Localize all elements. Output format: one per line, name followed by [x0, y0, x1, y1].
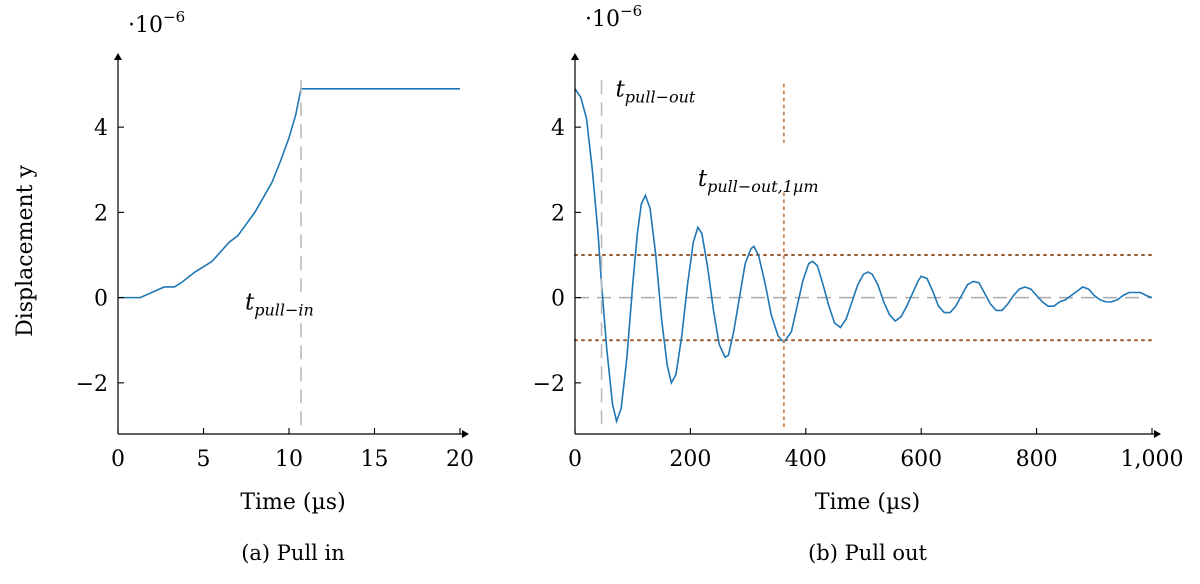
x-tick-label: 20	[446, 447, 474, 472]
pull-in-x-axis-title: Time (µs)	[240, 490, 345, 515]
pull-in-y-scale-label: ·10−6	[128, 8, 185, 38]
y-tick-label: 4	[551, 116, 565, 141]
pull-out-y-scale-label: ·10−6	[585, 2, 642, 32]
pull-in-displacement-line	[118, 87, 460, 299]
y-tick-label: 4	[94, 116, 108, 141]
x-tick-label: 0	[111, 447, 125, 472]
x-tick-label: 15	[361, 447, 389, 472]
y-tick-label: 0	[551, 287, 565, 312]
x-tick-label: 200	[669, 447, 711, 472]
panel-pull-in: 0 5 10 15 20 −2 0 2 4 tpull−in ·10−6 Displacemen…	[13, 8, 474, 565]
x-tick-label: 10	[275, 447, 303, 472]
y-tick-label: 2	[551, 201, 565, 226]
y-tick-label: −2	[533, 372, 565, 397]
x-tick-label: 5	[197, 447, 211, 472]
x-tick-label: 0	[568, 447, 582, 472]
y-tick-label: 0	[94, 287, 108, 312]
y-tick-label: 2	[94, 201, 108, 226]
x-tick-label: 600	[900, 447, 942, 472]
pull-out-displacement-line	[574, 88, 1153, 425]
x-tick-label: 1,000	[1121, 447, 1184, 472]
pull-in-y-axis-title: Displacement y	[13, 165, 38, 337]
x-tick-label: 800	[1016, 447, 1058, 472]
y-tick-label: −2	[76, 372, 108, 397]
x-tick-label: 400	[785, 447, 827, 472]
pull-out-x-axis-title: Time (µs)	[815, 490, 920, 515]
panel-pull-out: 0 200 400 600 800 1,000 −2 0 2 4 tpull−out tpull−o…	[533, 2, 1184, 565]
marker-label: tpull−in	[245, 290, 314, 320]
pull-in-caption: (a) Pull in	[241, 541, 345, 565]
marker-label: tpull−out,1µm	[698, 166, 819, 196]
pull-out-caption: (b) Pull out	[808, 541, 927, 565]
marker-label: tpull−out	[616, 76, 696, 106]
